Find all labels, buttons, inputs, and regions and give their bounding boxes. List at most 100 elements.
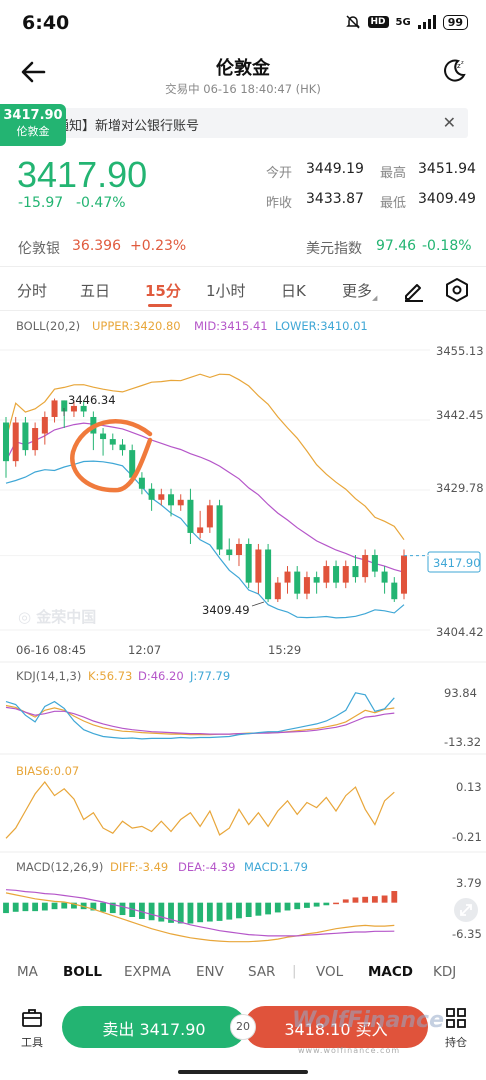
boll-title: BOLL(20,2) [16, 319, 80, 333]
macd-histogram-bar [362, 896, 369, 903]
macd-histogram-bar [158, 902, 165, 922]
macd-histogram-bar [61, 902, 68, 909]
kline-chart[interactable]: BOLL(20,2) UPPER:3420.80 MID:3415.41 LOW… [0, 312, 486, 952]
macd-histogram-bar [371, 896, 378, 903]
candle-body [109, 439, 116, 445]
low-pointer [251, 601, 265, 607]
indicator-kdj[interactable]: KDJ [433, 964, 457, 980]
indicator-env[interactable]: ENV [196, 964, 224, 980]
tools-button[interactable]: 工具 [14, 1006, 50, 1054]
indicator-sar[interactable]: SAR [248, 964, 276, 980]
status-bar: 6:40 HD 5G 99 [0, 0, 486, 48]
pencil-icon[interactable] [402, 278, 426, 302]
boll-upper-legend: UPPER:3420.80 [92, 319, 181, 333]
sell-button[interactable]: 卖出 3417.90 [62, 1006, 246, 1048]
x-tick: 12:07 [128, 643, 161, 657]
battery-indicator: 99 [442, 14, 468, 30]
macd-histogram-bar [313, 902, 320, 907]
high-annotation: 3446.34 [68, 393, 116, 407]
positions-icon [446, 1008, 466, 1028]
macd-diff-legend: DIFF:-3.49 [110, 860, 168, 874]
current-price: 3417.90 [17, 154, 148, 195]
settings-hexagon-icon[interactable] [444, 277, 470, 303]
period-tabs: 分时 五日 15分 1小时 日K 更多 ◢ [0, 272, 486, 308]
positions-button[interactable]: 持仓 [438, 1006, 474, 1054]
close-icon[interactable]: ✕ [442, 113, 456, 132]
tab-five-day[interactable]: 五日 [80, 282, 111, 300]
open-label: 今开 [266, 166, 293, 181]
y-tick: 3.79 [456, 876, 482, 890]
macd-histogram-bar [109, 902, 116, 914]
macd-histogram-bar [80, 902, 87, 910]
floating-price-tag[interactable]: 3417.90 伦敦金 [0, 104, 66, 146]
tab-15min[interactable]: 15分 [145, 282, 181, 300]
mute-bell-icon [345, 15, 360, 29]
quote-panel: 3417.90 -15.97 -0.47% 今开 3449.19 最高 3451… [0, 150, 486, 230]
macd-histogram-bar [294, 902, 301, 910]
macd-diff-line [5, 892, 395, 943]
back-arrow-icon[interactable] [18, 56, 50, 88]
svg-text:z: z [461, 60, 464, 66]
candle-body [2, 422, 10, 462]
tab-daily[interactable]: 日K [281, 282, 306, 300]
indicator-ma[interactable]: MA [17, 964, 38, 980]
candle-body [148, 488, 155, 500]
current-price-label: 3417.90 [433, 556, 481, 570]
positions-label: 持仓 [445, 1036, 467, 1049]
candle-body [187, 499, 194, 533]
candle-body [158, 494, 165, 500]
macd-histogram-bar [177, 902, 184, 924]
open-value: 3449.19 [306, 161, 364, 177]
macd-histogram-bar [381, 895, 388, 903]
candle-body [138, 477, 145, 489]
macd-histogram-bar [100, 902, 106, 912]
x-tick: 06-16 08:45 [16, 643, 86, 657]
candle-body [371, 555, 378, 572]
silver-label[interactable]: 伦敦银 [18, 241, 60, 257]
indicator-vol[interactable]: VOL [316, 964, 344, 980]
candle-body [177, 499, 184, 506]
candle-body [333, 566, 340, 583]
macd-histogram-bar [323, 902, 330, 906]
candle-body [129, 450, 136, 478]
candle-body [400, 555, 408, 594]
related-indices: 伦敦银 36.396 +0.23% 美元指数 97.46 -0.18% [0, 236, 486, 260]
status-time: 6:40 [22, 12, 70, 34]
page-title: 伦敦金 [216, 58, 270, 79]
expand-icon [460, 904, 472, 916]
divider [0, 266, 486, 267]
indicator-boll[interactable]: BOLL [63, 964, 102, 980]
y-tick: 93.84 [444, 686, 477, 700]
macd-dea-line [5, 889, 395, 937]
silver-value: 36.396 [72, 238, 121, 254]
boll-mid-line [5, 422, 405, 573]
network-label: 5G [395, 16, 411, 28]
candle-body [206, 505, 213, 528]
tab-intraday[interactable]: 分时 [17, 282, 48, 300]
low-label: 最低 [380, 196, 407, 211]
usd-index-change-pct: -0.18% [422, 238, 472, 254]
macd-histogram-bar [216, 902, 223, 921]
candle-body [274, 582, 281, 600]
macd-value-legend: MACD:1.79 [244, 860, 308, 874]
home-indicator [178, 1070, 308, 1074]
kdj-k-legend: K:56.73 [88, 669, 132, 683]
indicator-expma[interactable]: EXPMA [124, 964, 171, 980]
tab-more[interactable]: 更多 [342, 282, 373, 300]
more-dropdown-icon: ◢ [372, 294, 378, 302]
candle-body [12, 422, 19, 462]
macd-histogram-bar [12, 902, 19, 912]
usd-index-label[interactable]: 美元指数 [306, 241, 362, 257]
divider [0, 310, 486, 311]
macd-histogram-bar [333, 902, 339, 905]
notice-banner[interactable]: 通知】新增对公银行账号 ✕ [10, 108, 468, 138]
candle-body [362, 555, 369, 578]
buy-button[interactable]: 3418.10 买入 [244, 1006, 428, 1048]
silver-change-pct: +0.23% [130, 238, 187, 254]
prev-close-value: 3433.87 [306, 191, 364, 207]
trade-bar: 工具 卖出 3417.90 3418.10 买入 20 WolfFinance … [0, 998, 486, 1080]
indicator-macd[interactable]: MACD [368, 964, 413, 980]
macd-histogram-bar [236, 902, 242, 919]
tab-1hour[interactable]: 1小时 [206, 282, 246, 300]
